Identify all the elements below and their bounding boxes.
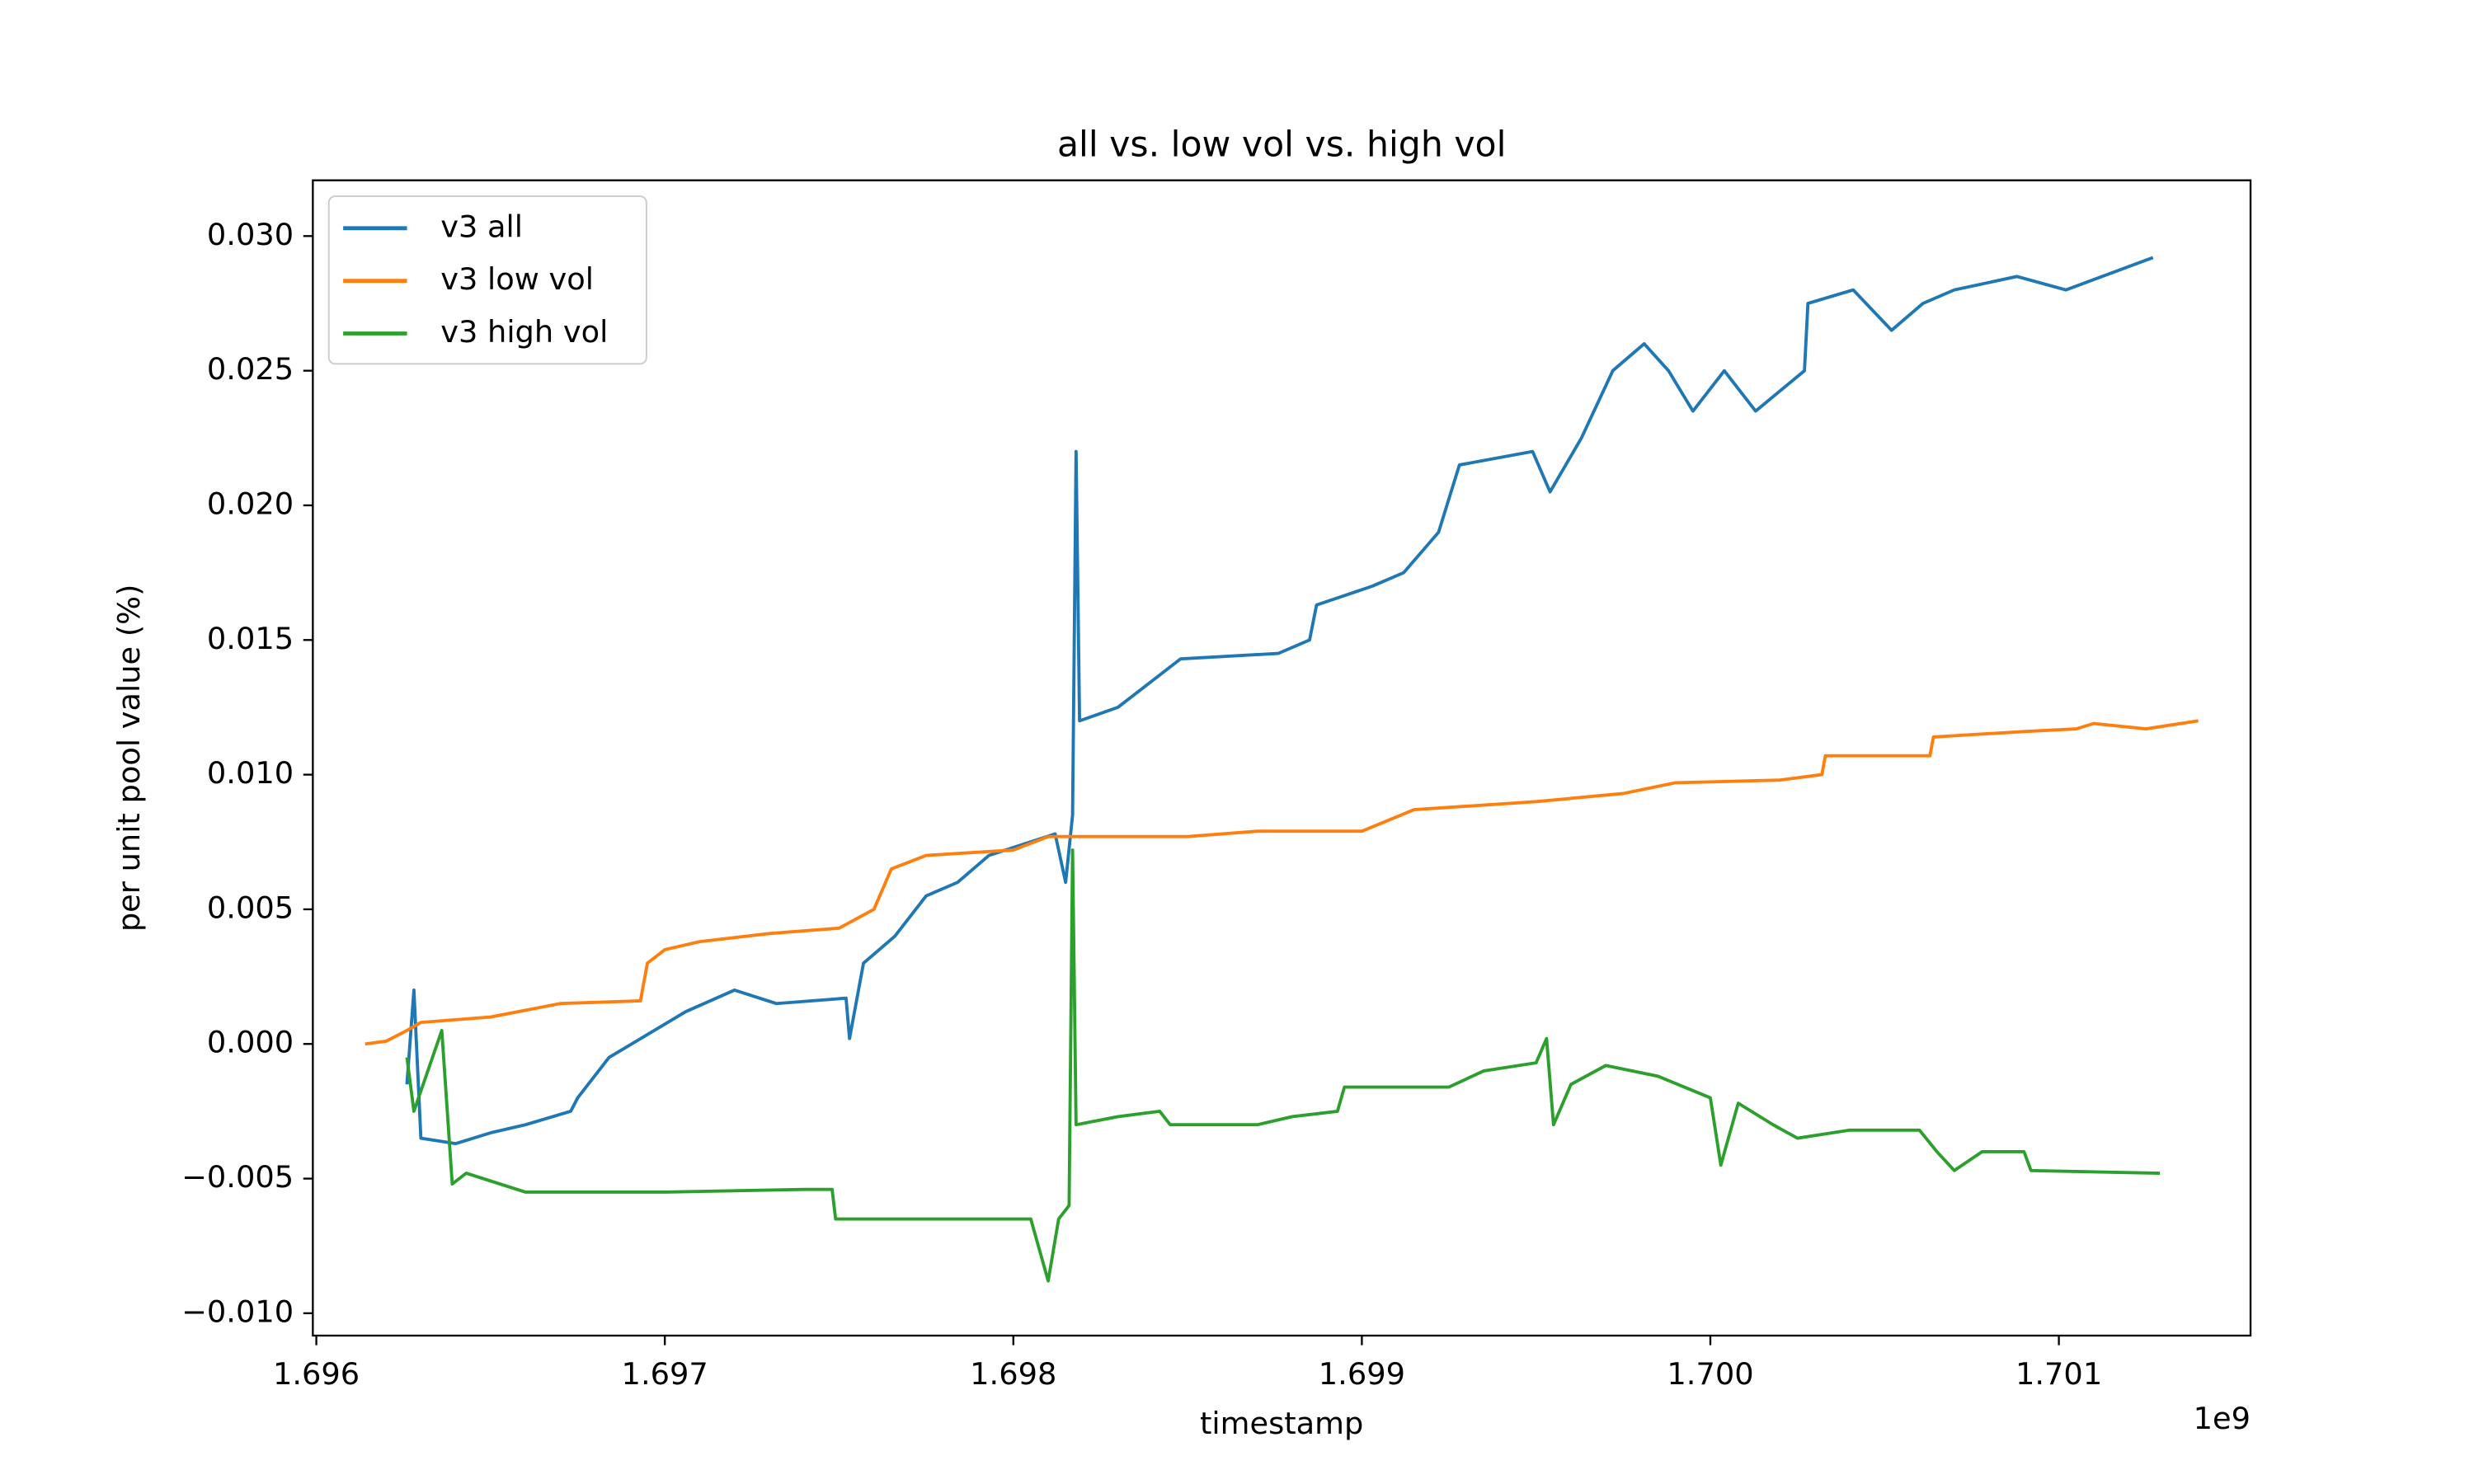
series-line (405, 256, 2154, 1146)
plot-frame (312, 179, 2252, 1337)
y-tick-label: 0.010 (207, 755, 294, 791)
x-axis-label: timestamp (1200, 1406, 1363, 1441)
series-line (405, 848, 2161, 1283)
y-tick-label: 0.005 (207, 890, 294, 925)
x-tick-label: 1.698 (970, 1356, 1056, 1392)
y-tick-label: 0.000 (207, 1025, 294, 1060)
y-tick-label: −0.005 (181, 1159, 294, 1195)
x-offset-label: 1e9 (2194, 1401, 2251, 1436)
x-tick-label: 1.696 (273, 1356, 360, 1392)
x-tick-label: 1.700 (1667, 1356, 1753, 1392)
x-tick-label: 1.697 (622, 1356, 708, 1392)
series-line (365, 719, 2199, 1046)
y-tick-label: 0.025 (207, 351, 294, 387)
y-tick-label: 0.015 (207, 621, 294, 656)
y-axis-label: per unit pool value (%) (111, 585, 147, 932)
legend-label: v3 high vol (440, 314, 608, 350)
y-tick-label: −0.010 (181, 1294, 294, 1329)
chart-title: all vs. low vol vs. high vol (1057, 124, 1506, 166)
legend-label: v3 low vol (440, 261, 594, 297)
legend-box (327, 195, 647, 365)
y-tick-label: 0.020 (207, 486, 294, 521)
legend: v3 all v3 low vol v3 high vol (327, 195, 647, 365)
x-tick-label: 1.699 (1319, 1356, 1405, 1392)
legend-label: v3 all (440, 209, 523, 244)
x-tick-label: 1.701 (2015, 1356, 2102, 1392)
y-tick-label: 0.030 (207, 217, 294, 252)
